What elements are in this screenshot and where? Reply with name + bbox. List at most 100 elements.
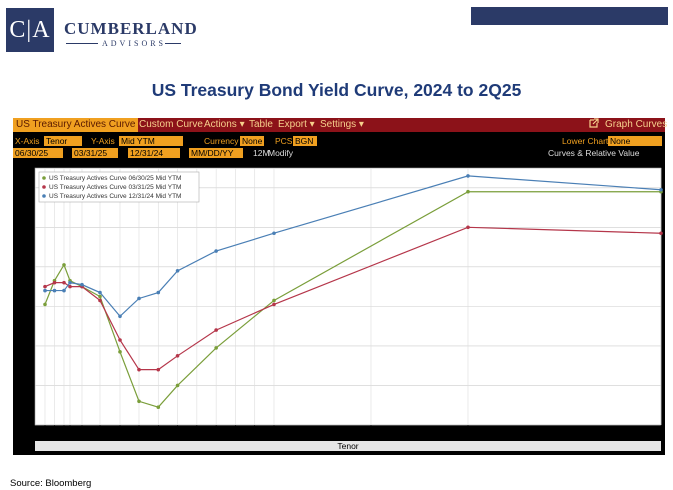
data-point: [62, 288, 66, 293]
y-tick-label: 3.80: [16, 381, 32, 390]
lower-chart-select[interactable]: None: [608, 136, 662, 146]
series-lines: [43, 174, 663, 410]
yield-curve-chart: 3.60 3.80 4.00 4.20 4.40 4.60 4.80 1M 3M 6M 1Y 2Y 3Y…: [16, 167, 665, 451]
data-point: [175, 354, 180, 358]
data-point: [214, 249, 218, 253]
x-tick-label: 6M: [76, 430, 87, 439]
data-point: [62, 263, 66, 267]
logo-letters: C|A: [9, 16, 51, 43]
brand-name: CUMBERLAND: [64, 19, 198, 38]
x-tick-label: 8Y: [231, 430, 241, 439]
data-point: [43, 302, 47, 307]
data-point: [68, 284, 72, 289]
data-point: [98, 298, 102, 303]
data-point: [272, 302, 276, 307]
pcs-field[interactable]: BGN: [293, 136, 317, 146]
x-tick-label: 20Y: [461, 430, 476, 439]
legend-label: US Treasury Actives Curve 12/31/24 Mid Y…: [49, 193, 181, 200]
menu-graph-curves[interactable]: Graph Curves: [605, 119, 668, 130]
x-tick-label: 9Y: [250, 430, 260, 439]
data-point: [80, 282, 84, 287]
data-point: [156, 405, 161, 410]
x-axis-title: Tenor: [337, 441, 358, 451]
header-accent-bar: [471, 7, 668, 25]
y-tick-label: 4.60: [16, 223, 32, 232]
data-point: [52, 288, 57, 293]
logo: C|A: [6, 8, 54, 52]
legend: US Treasury Actives Curve 06/30/25 Mid Y…: [38, 171, 200, 203]
data-point: [659, 231, 663, 236]
curve-date-2[interactable]: 03/31/25: [72, 148, 118, 158]
source-note: Source: Bloomberg: [10, 478, 92, 489]
period-button[interactable]: 12M: [253, 148, 270, 158]
menu-table[interactable]: Table: [249, 119, 273, 130]
currency-label: Currency: [204, 136, 239, 146]
menu-custom-curve[interactable]: Custom Curve: [139, 119, 203, 130]
data-point: [659, 187, 663, 192]
data-point: [118, 350, 122, 354]
modify-button[interactable]: Modify: [268, 148, 294, 158]
x-tick-label: 5Y: [173, 430, 183, 439]
data-point: [466, 174, 470, 178]
legend-label: US Treasury Actives Curve 06/30/25 Mid Y…: [49, 175, 181, 182]
x-tick-label: 30Y: [654, 430, 665, 439]
x-tick-label: 15Y: [364, 430, 379, 439]
terminal-menu-bar: US Treasury Actives Curve Custom Curve A…: [13, 118, 668, 132]
x-tick-label: 10Y: [267, 430, 282, 439]
data-point: [52, 280, 57, 285]
lower-chart-label: Lower Chart: [562, 136, 609, 146]
x-axis-title-bar: [35, 441, 661, 451]
external-link-icon[interactable]: [589, 118, 599, 132]
legend-swatch: [42, 185, 46, 189]
brand-subtitle: ADVISORS: [102, 39, 167, 48]
data-point: [68, 280, 72, 285]
data-point: [466, 225, 470, 230]
data-point: [98, 290, 102, 295]
x-tick-label: 7Y: [211, 430, 221, 439]
menu-actions[interactable]: Actions ▾: [204, 119, 245, 130]
menu-actives-curve[interactable]: US Treasury Actives Curve: [13, 118, 139, 132]
data-point: [214, 328, 218, 332]
y-tick-label: 3.60: [16, 421, 32, 430]
gridlines: [34, 167, 662, 426]
page-title: US Treasury Bond Yield Curve, 2024 to 2Q…: [151, 80, 522, 100]
currency-select[interactable]: None: [240, 136, 264, 146]
data-point: [214, 346, 218, 350]
date-format-field[interactable]: MM/DD/YY: [189, 148, 243, 158]
yaxis-select[interactable]: Mid YTM: [119, 136, 183, 146]
data-point: [137, 399, 141, 404]
x-tick-label: 6Y: [192, 430, 202, 439]
y-tick-label: 4.80: [16, 184, 32, 193]
x-tick-label: 1M: [39, 430, 50, 439]
x-tick-label: 1Y: [95, 430, 105, 439]
data-point: [98, 294, 102, 299]
data-point: [43, 288, 47, 293]
y-tick-label: 4.20: [16, 302, 32, 311]
x-tick-label: 2Y: [115, 430, 125, 439]
x-tick-label: 3Y: [134, 430, 144, 439]
pcs-label: PCS: [275, 136, 293, 146]
data-point: [156, 367, 161, 372]
curves-relative-value[interactable]: Curves & Relative Value: [548, 148, 640, 158]
legend-label: US Treasury Actives Curve 03/31/25 Mid Y…: [49, 184, 181, 191]
brand-rule: [66, 43, 98, 44]
legend-swatch: [42, 176, 46, 180]
y-tick-label: 4.40: [16, 263, 32, 272]
data-point: [62, 280, 66, 285]
curve-date-1[interactable]: 06/30/25: [13, 148, 63, 158]
data-point: [118, 314, 122, 319]
data-point: [137, 367, 141, 372]
y-tick-label: 4.00: [16, 342, 32, 351]
yaxis-label: Y-Axis: [91, 136, 115, 146]
xaxis-select[interactable]: Tenor: [44, 136, 82, 146]
menu-settings[interactable]: Settings ▾: [320, 119, 364, 130]
data-point: [466, 189, 470, 194]
data-point: [175, 383, 180, 388]
menu-export[interactable]: Export ▾: [278, 119, 315, 130]
brand-rule: [165, 43, 181, 44]
curve-date-3[interactable]: 12/31/24: [128, 148, 180, 158]
xaxis-label: X-Axis: [15, 136, 40, 146]
data-point: [175, 269, 180, 273]
data-point: [272, 298, 276, 303]
x-tick-label: 4Y: [153, 430, 163, 439]
